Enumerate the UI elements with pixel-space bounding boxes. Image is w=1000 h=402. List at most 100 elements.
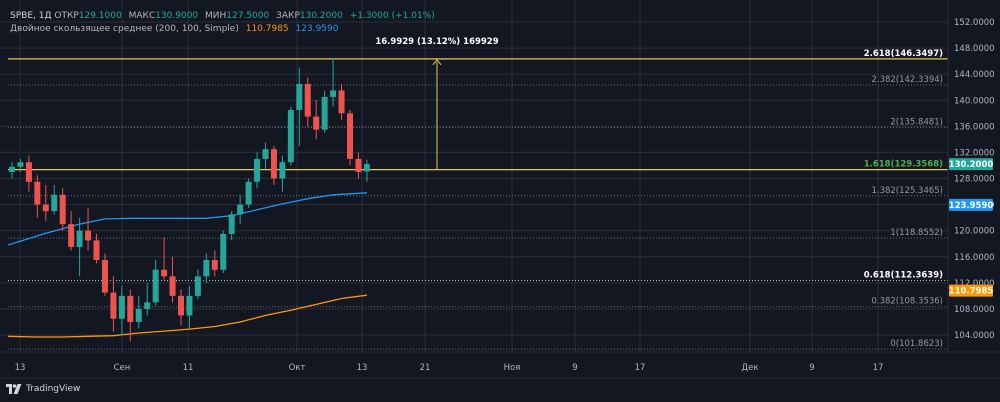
time-tick-label: Дек bbox=[741, 363, 758, 373]
candle[interactable] bbox=[338, 90, 345, 114]
time-tick-label: Окт bbox=[289, 363, 306, 373]
legend-ma: Двойное скользящее среднее (200, 100, Si… bbox=[10, 24, 339, 34]
candle[interactable] bbox=[211, 260, 218, 270]
candle[interactable] bbox=[51, 194, 58, 212]
price-tick-label: 112.0000 bbox=[954, 279, 995, 289]
candle[interactable] bbox=[127, 295, 134, 322]
close-value: 130.2000 bbox=[299, 11, 343, 21]
time-tick-label: 21 bbox=[420, 363, 431, 373]
candle[interactable] bbox=[313, 116, 320, 130]
low-label: МИН bbox=[205, 11, 227, 21]
high-label: МАКС bbox=[128, 11, 156, 21]
price-tick-label: 116.0000 bbox=[954, 253, 995, 263]
candle[interactable] bbox=[76, 230, 83, 247]
price-tick-label: 128.0000 bbox=[954, 175, 995, 185]
open-label: ОТКР bbox=[54, 11, 79, 21]
price-tick-label: 148.0000 bbox=[954, 44, 995, 54]
candle[interactable] bbox=[220, 233, 227, 270]
candle[interactable] bbox=[93, 240, 100, 261]
price-badge-label: 123.9590 bbox=[949, 201, 994, 211]
price-tick-label: 144.0000 bbox=[954, 70, 995, 80]
close-label: ЗАКР bbox=[276, 11, 300, 21]
time-tick-label: Ноя bbox=[504, 363, 521, 373]
time-tick-label: 17 bbox=[635, 363, 646, 373]
candle[interactable] bbox=[59, 194, 66, 225]
candle[interactable] bbox=[330, 90, 337, 97]
measure-arrowhead bbox=[432, 59, 442, 66]
ma-fast-line[interactable] bbox=[7, 192, 367, 246]
candle[interactable] bbox=[161, 269, 168, 277]
candle[interactable] bbox=[254, 158, 261, 182]
candle[interactable] bbox=[296, 83, 303, 111]
candle[interactable] bbox=[17, 162, 24, 167]
price-badge bbox=[949, 284, 993, 297]
candle[interactable] bbox=[144, 302, 151, 309]
candle[interactable] bbox=[287, 110, 294, 163]
fib-level-label: 1.382(125.3465) bbox=[871, 186, 943, 196]
price-tick-label: 140.0000 bbox=[954, 96, 995, 106]
candle[interactable] bbox=[178, 295, 184, 316]
ma-slow-line[interactable] bbox=[7, 294, 367, 338]
price-tick-label: 132.0000 bbox=[954, 148, 995, 158]
candle[interactable] bbox=[9, 166, 15, 172]
candle[interactable] bbox=[355, 158, 362, 172]
fib-level-label: 0(101.8623) bbox=[890, 339, 943, 349]
candle[interactable] bbox=[304, 83, 311, 117]
fib-level-label: 1.618(129.3568) bbox=[864, 160, 943, 170]
fib-level-label: 0.618(112.3639) bbox=[864, 270, 943, 280]
candle[interactable] bbox=[245, 181, 252, 205]
candle[interactable] bbox=[34, 181, 41, 205]
fib-level-label: 2(135.8481) bbox=[890, 117, 943, 127]
fib-level-label: 2.618(146.3497) bbox=[864, 49, 943, 59]
candle[interactable] bbox=[118, 295, 125, 319]
candle[interactable] bbox=[237, 204, 244, 215]
brand-label: TradingView bbox=[26, 384, 81, 394]
candle[interactable] bbox=[85, 230, 92, 241]
open-value: 129.1000 bbox=[78, 11, 122, 21]
ma-slow-value: 110.7985 bbox=[245, 24, 289, 34]
price-badge-label: 110.7985 bbox=[949, 287, 994, 297]
candle[interactable] bbox=[42, 204, 49, 212]
price-tick-label: 108.0000 bbox=[954, 305, 995, 315]
candle[interactable] bbox=[169, 276, 176, 296]
fib-level-label: 0.382(108.3536) bbox=[871, 297, 943, 307]
candle[interactable] bbox=[135, 308, 142, 322]
price-badge bbox=[949, 198, 993, 211]
candle[interactable] bbox=[270, 149, 277, 179]
candle[interactable] bbox=[25, 162, 32, 182]
candle[interactable] bbox=[203, 260, 210, 277]
candle[interactable] bbox=[110, 292, 117, 319]
measure-label: 16.9929 (13.12%) 169929 bbox=[375, 37, 498, 47]
time-tick-label: Сен bbox=[114, 363, 131, 373]
time-tick-label: 9 bbox=[809, 363, 814, 373]
price-badge bbox=[949, 158, 993, 171]
candle[interactable] bbox=[321, 96, 328, 130]
symbol-label[interactable]: SPBE, 1Д bbox=[10, 11, 52, 21]
time-tick-label: 11 bbox=[183, 363, 194, 373]
ma-indicator-label[interactable]: Двойное скользящее среднее (200, 100, Si… bbox=[10, 24, 239, 34]
candle[interactable] bbox=[152, 269, 159, 303]
time-tick-label: 13 bbox=[357, 363, 368, 373]
change-value: +1.3000 (+1.01%) bbox=[349, 11, 435, 21]
fib-level-label: 2.382(142.3394) bbox=[871, 75, 943, 85]
price-badge-label: 130.2000 bbox=[949, 160, 994, 170]
candle[interactable] bbox=[262, 149, 269, 159]
candle[interactable] bbox=[279, 162, 286, 179]
ma-fast-value: 123.9590 bbox=[295, 24, 339, 34]
time-tick-label: 17 bbox=[873, 363, 884, 373]
candle[interactable] bbox=[363, 164, 370, 172]
price-tick-label: 136.0000 bbox=[954, 122, 995, 132]
candle[interactable] bbox=[228, 214, 235, 234]
candle[interactable] bbox=[347, 113, 353, 159]
tradingview-logo[interactable]: TradingView bbox=[6, 384, 80, 394]
tradingview-icon bbox=[6, 384, 22, 394]
candle[interactable] bbox=[101, 260, 108, 293]
price-tick-label: 152.0000 bbox=[954, 18, 995, 28]
candle[interactable] bbox=[186, 295, 193, 316]
price-tick-label: 120.0000 bbox=[954, 227, 995, 237]
candle[interactable] bbox=[68, 224, 75, 247]
candle[interactable] bbox=[194, 276, 201, 296]
time-tick-label: 9 bbox=[572, 363, 577, 373]
